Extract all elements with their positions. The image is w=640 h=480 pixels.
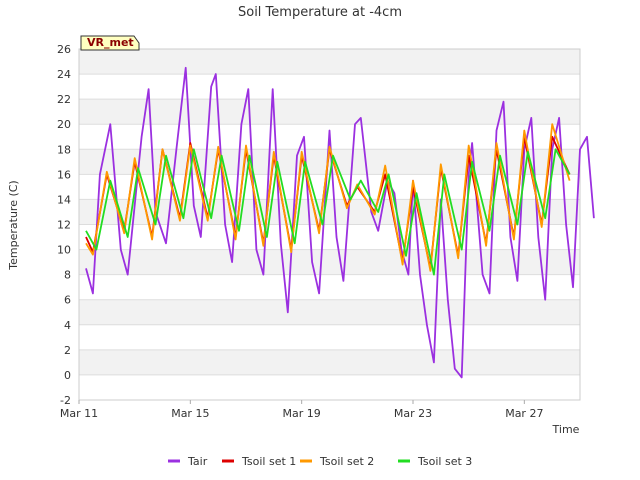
legend-label: Tsoil set 2 [319, 455, 374, 468]
y-tick-label: 0 [64, 369, 71, 382]
x-tick-label: Mar 27 [505, 407, 543, 420]
x-tick-label: Mar 15 [171, 407, 209, 420]
y-tick-label: 2 [64, 344, 71, 357]
y-tick-label: 12 [57, 219, 71, 232]
legend-label: Tsoil set 1 [241, 455, 296, 468]
series-line-tair [85, 66, 595, 379]
station-badge: VR_met [80, 35, 140, 51]
plot-band [79, 374, 580, 400]
plot-frame [78, 48, 581, 401]
y-tick-label: 6 [64, 294, 71, 307]
x-axis-label: Time [552, 423, 580, 436]
y-tick-label: 22 [57, 93, 71, 106]
plot-band [79, 349, 580, 375]
plot-band [79, 324, 580, 350]
x-tick-label: Mar 19 [283, 407, 321, 420]
plot-band [79, 224, 580, 250]
legend-item-tsoil-set-3: Tsoil set 3 [398, 455, 472, 468]
legend-item-tsoil-set-2: Tsoil set 2 [300, 455, 374, 468]
legend-item-tsoil-set-1: Tsoil set 1 [222, 455, 296, 468]
y-tick-label: 4 [64, 319, 71, 332]
legend: Tair Tsoil set 1 Tsoil set 2 Tsoil set 3 [168, 455, 472, 468]
y-tick-label: 10 [57, 244, 71, 257]
chart-title: Soil Temperature at -4cm [238, 5, 402, 20]
station-badge-label: VR_met [87, 36, 134, 49]
plot-band [79, 274, 580, 300]
station-badge-box [80, 35, 140, 51]
plot-band [79, 249, 580, 275]
x-tick-label: Mar 23 [394, 407, 432, 420]
y-tick-label: 8 [64, 269, 71, 282]
plot-band [79, 99, 580, 125]
x-tick-label: Mar 11 [60, 407, 98, 420]
y-tick-label: 24 [57, 68, 71, 81]
legend-label: Tair [187, 455, 208, 468]
plot-band [79, 199, 580, 225]
y-tick-label: 14 [57, 193, 71, 206]
series-line-tsoil-set-3 [85, 148, 571, 276]
y-tick-label: 26 [57, 43, 71, 56]
legend-label: Tsoil set 3 [417, 455, 472, 468]
y-tick-label: 16 [57, 168, 71, 181]
y-tick-label: 18 [57, 143, 71, 156]
y-tick-label: 20 [57, 118, 71, 131]
x-axis-ticks: Mar 11 Mar 15 Mar 19 Mar 23 Mar 27 [60, 400, 543, 420]
y-tick-label: -2 [60, 394, 71, 407]
legend-item-tair: Tair [168, 455, 208, 468]
y-axis-label: Temperature (C) [7, 180, 20, 270]
plot-band [79, 74, 580, 100]
plot-background-bands [79, 49, 580, 400]
series-lines [85, 66, 595, 379]
plot-band [79, 299, 580, 325]
series-line-tsoil-set-2 [85, 123, 571, 272]
plot-band [79, 49, 580, 75]
